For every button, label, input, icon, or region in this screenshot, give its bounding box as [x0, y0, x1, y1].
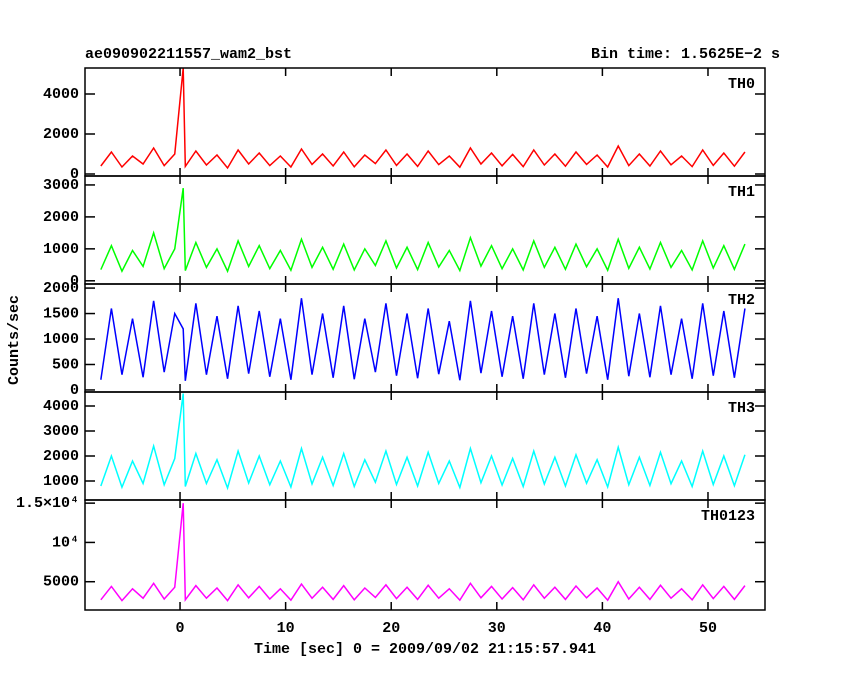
y-tick-label: 2000 — [43, 448, 79, 465]
x-tick-label: 0 — [176, 620, 185, 637]
panel-label: TH0 — [728, 76, 755, 93]
panel-label: TH1 — [728, 184, 755, 201]
y-tick-label: 2000 — [43, 126, 79, 143]
chart-subtitle: Bin time: 1.5625E−2 s — [591, 46, 780, 63]
x-tick-label: 20 — [382, 620, 400, 637]
panel-label: TH0123 — [701, 508, 755, 525]
y-tick-label: 0 — [70, 166, 79, 183]
y-tick-label: 2000 — [43, 209, 79, 226]
y-tick-label: 10⁴ — [52, 534, 79, 551]
x-tick-label: 30 — [488, 620, 506, 637]
x-tick-label: 10 — [277, 620, 295, 637]
x-axis-label: Time [sec] 0 = 2009/09/02 21:15:57.941 — [254, 641, 596, 658]
y-axis-label: Counts/sec — [6, 295, 23, 385]
light-curve — [100, 393, 746, 491]
x-tick-label: 40 — [593, 620, 611, 637]
y-tick-label: 0 — [70, 382, 79, 399]
chart-title: ae090902211557_wam2_bst — [85, 46, 292, 63]
y-tick-label: 3000 — [43, 177, 79, 194]
panel-frame — [84, 67, 766, 177]
y-tick-label: 2000 — [43, 280, 79, 297]
panel-frame — [84, 283, 766, 393]
x-tick-label: 50 — [699, 620, 717, 637]
y-tick-label: 5000 — [43, 574, 79, 591]
light-curve — [100, 298, 746, 381]
panel-label: TH2 — [728, 292, 755, 309]
y-tick-label: 0 — [70, 273, 79, 290]
y-tick-label: 3000 — [43, 423, 79, 440]
y-tick-label: 1500 — [43, 306, 79, 323]
light-curve — [100, 188, 746, 274]
y-tick-label: 1.5×10⁴ — [16, 495, 79, 512]
y-tick-label: 1000 — [43, 473, 79, 490]
y-tick-label: 4000 — [43, 86, 79, 103]
y-tick-label: 500 — [52, 356, 79, 373]
y-tick-label: 1000 — [43, 241, 79, 258]
light-curve — [100, 68, 746, 170]
panel-frame — [84, 499, 766, 611]
y-tick-label: 1000 — [43, 331, 79, 348]
panel-label: TH3 — [728, 400, 755, 417]
panel-frame — [84, 391, 766, 501]
y-tick-label: 4000 — [43, 398, 79, 415]
light-curve — [100, 503, 746, 602]
